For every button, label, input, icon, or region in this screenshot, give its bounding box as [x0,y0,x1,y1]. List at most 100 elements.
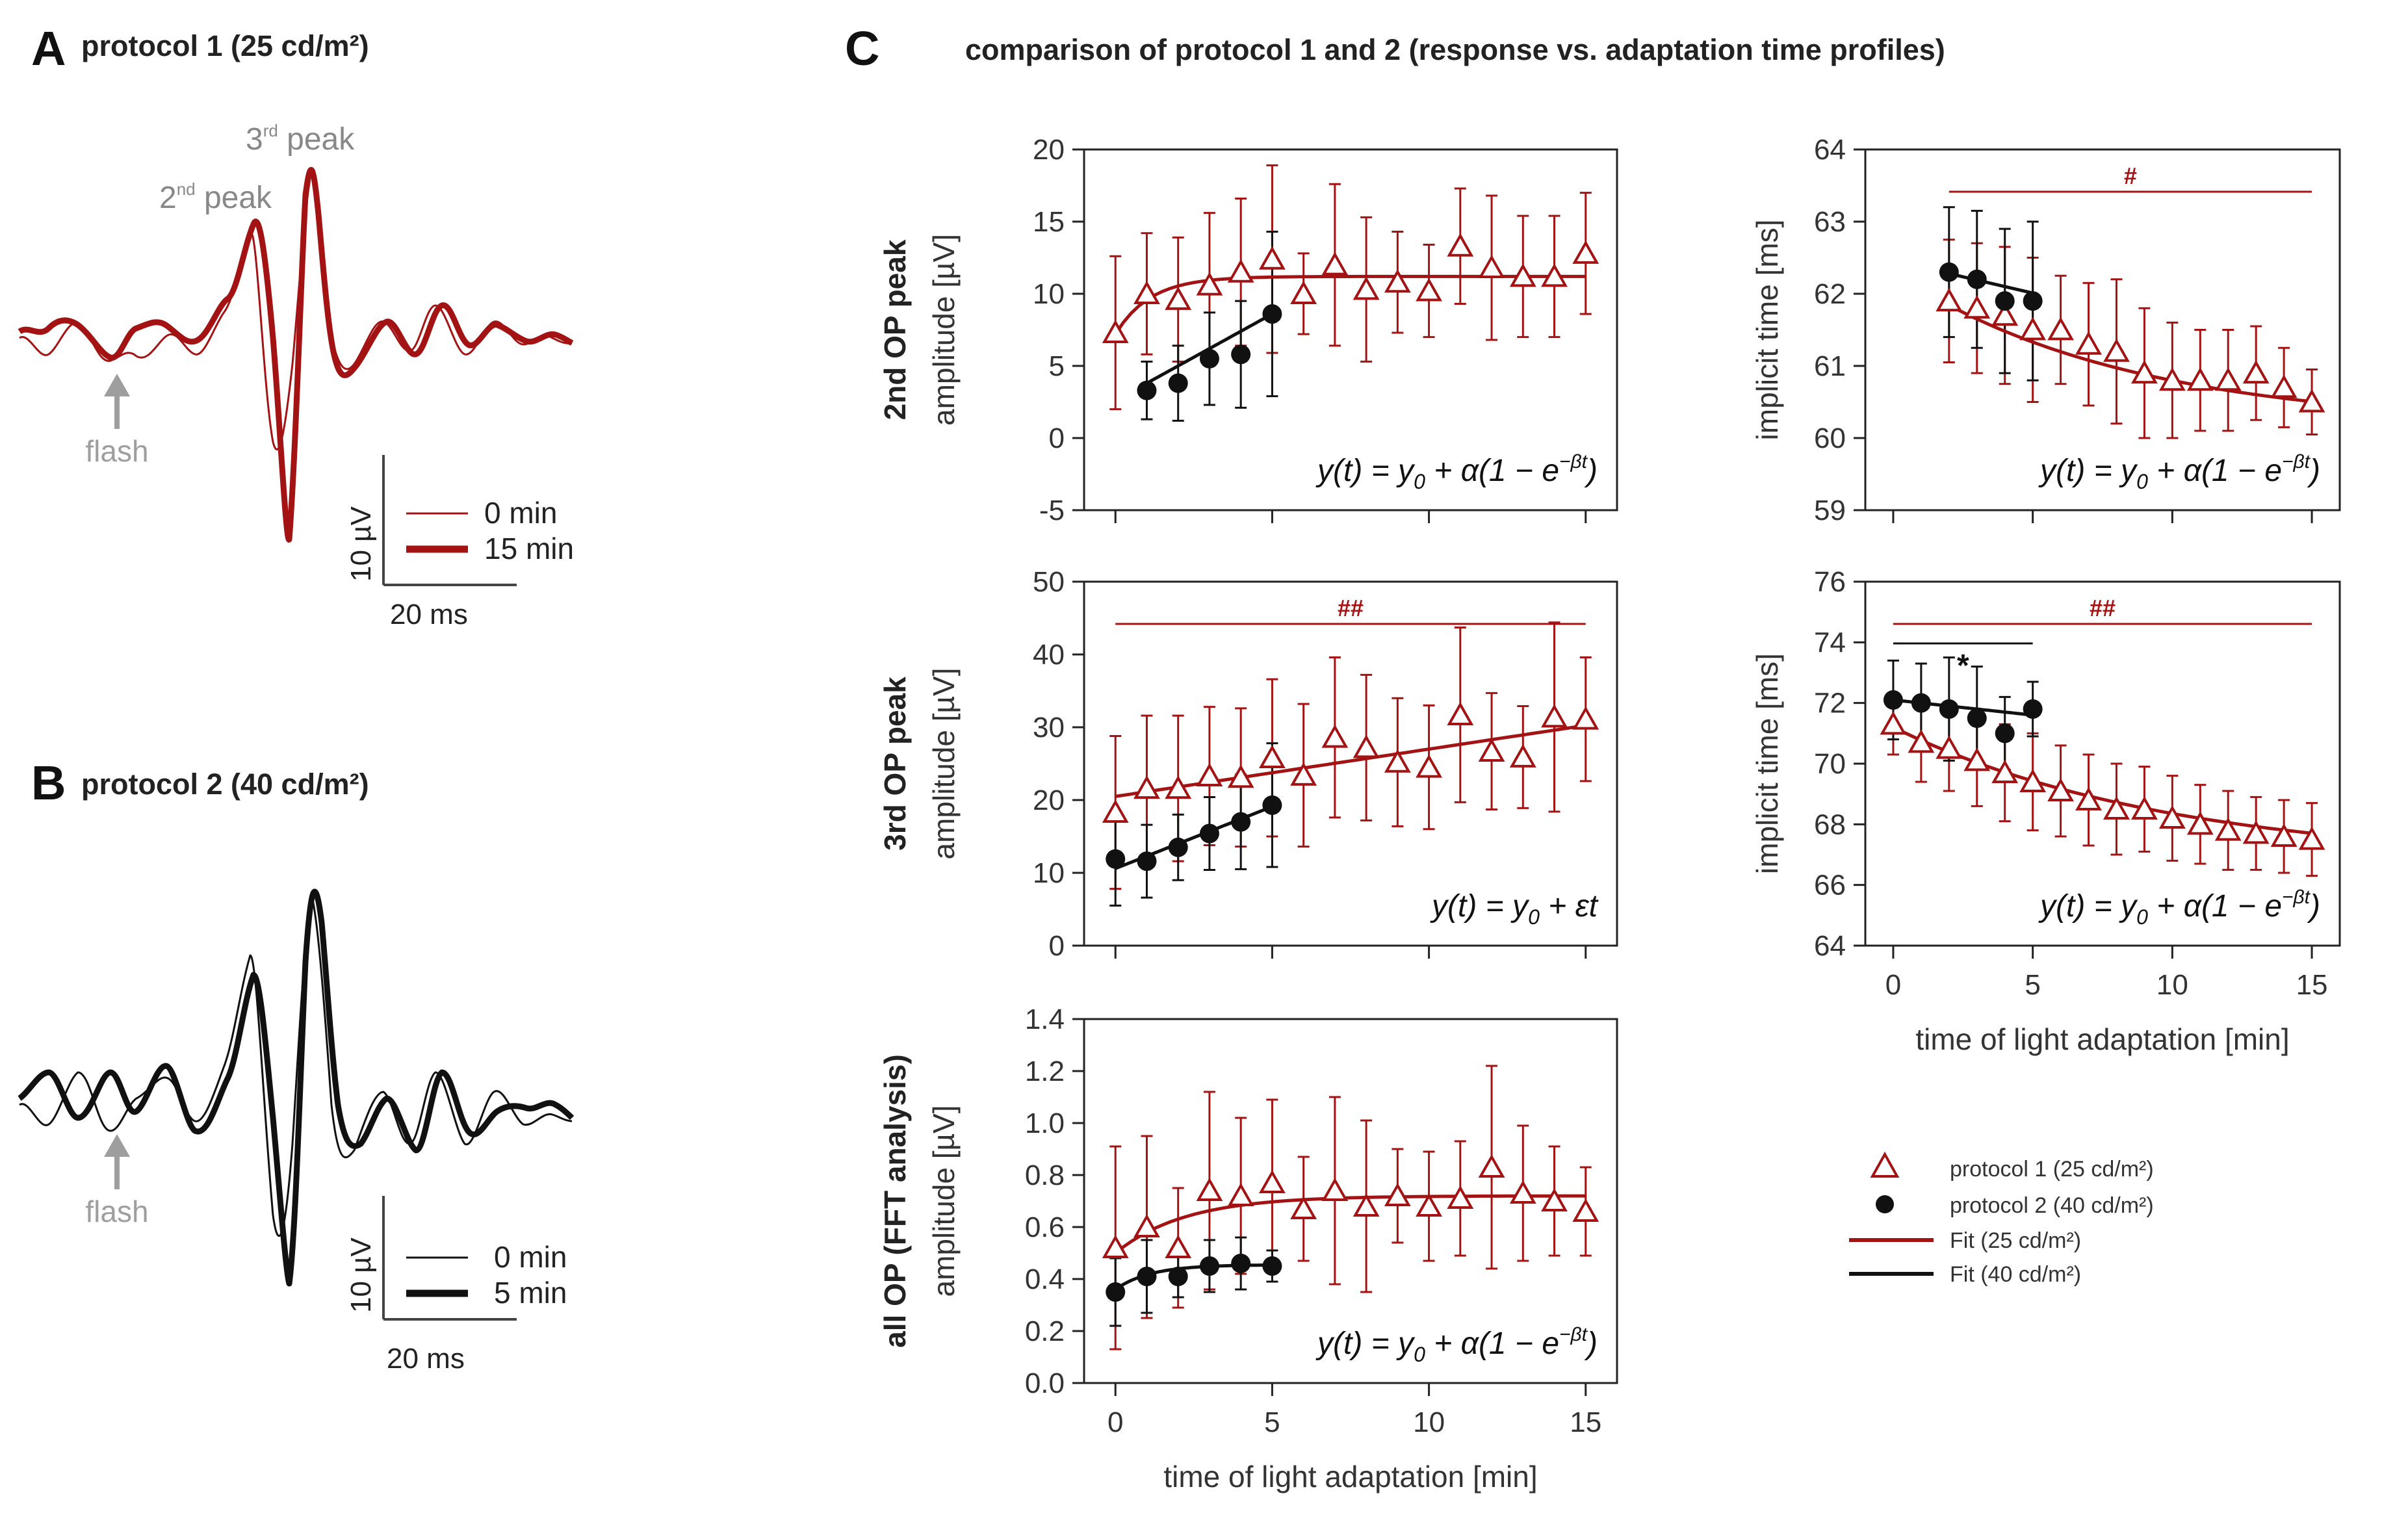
equation-part: −βt [2282,451,2311,472]
y-tick-label: 20 [1033,784,1065,816]
marker-protocol2 [1199,348,1219,369]
row-label: 3rd OP peak [878,677,912,851]
equation-part: y(t) = y [2038,889,2138,924]
marker-protocol1 [1384,749,1411,773]
marker-protocol1 [1353,1193,1380,1217]
marker-protocol1 [1133,1213,1160,1237]
peak2-main: 2 [159,181,177,215]
y-axis-label: amplitude [µV] [927,668,961,860]
axes-frame [1083,1018,1618,1384]
scale-t-a: 20 ms [390,599,468,630]
marker-protocol1 [2019,317,2047,341]
marker-protocol1 [1478,738,1505,762]
marker-protocol1 [2075,786,2102,810]
equation-part: ) [1584,454,1598,488]
plot-all-op-amplitude: 0.0 0.2 0.4 0.6 0.8 1.0 1.2 1.4 0 5 10 15 time of li… [878,1003,1618,1494]
equation-part: 0 [2136,905,2148,929]
y-tick-label: 66 [1814,870,1846,901]
marker-protocol1 [1321,252,1349,276]
scale-t-b: 20 ms [387,1343,465,1375]
flash-arrow-a [104,374,130,429]
y-tick-label: 0.4 [1025,1263,1065,1295]
peak2-sup: nd [177,179,196,199]
trace-a-0min [19,168,573,451]
plot-2nd-op-amplitude: -5 0 5 10 15 20 amplitude [µV] 2nd OP peak y(t) … [878,134,1618,526]
marker-protocol1 [1935,288,1963,312]
marker-protocol1 [1321,724,1349,748]
marker-protocol1 [1227,764,1254,788]
scale-v-a: 10 µV [345,506,377,582]
marker-protocol1 [2158,805,2186,829]
flash-arrow-b [104,1134,130,1189]
marker-protocol2 [1995,723,2015,744]
marker-protocol2 [1231,812,1251,832]
marker-protocol1 [1165,286,1192,310]
legend-b-thin-label: 0 min [494,1240,567,1274]
equation-part: + α(1 − e [2148,454,2282,488]
marker-protocol1 [1908,729,1935,753]
y-tick-label: 64 [1814,134,1846,166]
equation-part: ) [2307,889,2320,924]
marker-protocol1 [2242,360,2270,384]
marker-protocol1 [1384,1182,1411,1206]
fit-curve-25 [1892,725,2312,835]
marker-protocol1 [1478,254,1505,279]
marker-protocol1 [1102,319,1129,343]
marker-protocol2 [1137,851,1157,872]
marker-protocol1 [1572,240,1599,264]
marker-protocol1 [1196,762,1223,787]
marker-protocol1 [1447,701,1474,725]
x-axis-label: time of light adaptation [min] [1163,1460,1537,1494]
equation-part: y(t) = y [1430,889,1530,924]
peak3-main: 3 [246,122,263,157]
fit-curve-25 [1114,1194,1586,1254]
equation-part: + εt [1540,889,1599,924]
marker-protocol1 [2214,367,2242,391]
scale-bar-a [382,455,517,586]
marker-protocol1 [1509,1180,1536,1204]
row-label: 2nd OP peak [878,239,912,420]
y-tick-label: 0.8 [1025,1159,1065,1191]
peak2-rest: peak [196,181,272,215]
fit-equation: y(t) = y0 + α(1 − e−βt) [2038,451,2320,493]
fit-equation: y(t) = y0 + α(1 − e−βt) [1315,451,1598,493]
fit-curve-25 [1948,304,2312,404]
flash-label-b: flash [85,1195,148,1228]
y-tick-label: 74 [1814,627,1846,658]
trace-b-0min [19,893,573,1237]
equation-part: −βt [1559,451,1588,472]
y-tick-label: 0.6 [1025,1211,1065,1243]
equation-part: 0 [1414,470,1425,493]
peak3-label: 3rd peak [246,121,355,157]
fit-equation: y(t) = y0 + α(1 − e−βt) [1315,1324,1598,1366]
fit-equation: y(t) = y0 + εt [1430,889,1599,929]
marker-protocol1 [1165,775,1192,799]
trace-b-5min [18,888,575,1287]
y-tick-label: 59 [1814,495,1846,526]
marker-protocol2 [1231,344,1251,365]
marker-protocol2 [1995,291,2015,311]
legend-a-thin-label: 0 min [484,496,557,530]
marker-protocol1 [2186,367,2214,391]
marker-protocol2 [1199,823,1219,844]
marker-protocol1 [1353,276,1380,300]
marker-protocol2 [1967,269,1987,289]
y-tick-label: 10 [1033,857,1065,889]
y-tick-label: 20 [1033,134,1065,166]
marker-protocol1 [2270,374,2298,398]
y-tick-label: 10 [1033,278,1065,310]
marker-protocol1 [1541,1187,1568,1211]
marker-protocol1 [1541,263,1568,287]
marker-protocol2 [1939,699,1959,719]
y-axis-label: amplitude [µV] [927,1106,961,1297]
marker-protocol2 [1262,795,1282,815]
marker-protocol1 [1572,706,1599,730]
x-tick-label: 10 [1413,1406,1445,1438]
marker-protocol1 [1353,734,1380,758]
marker-protocol1 [1102,1234,1129,1258]
marker-protocol1 [2298,389,2325,413]
peak3-sup: rd [263,121,278,140]
x-tick-label: 10 [2156,969,2188,1001]
fit-curve-40 [1948,272,2034,295]
